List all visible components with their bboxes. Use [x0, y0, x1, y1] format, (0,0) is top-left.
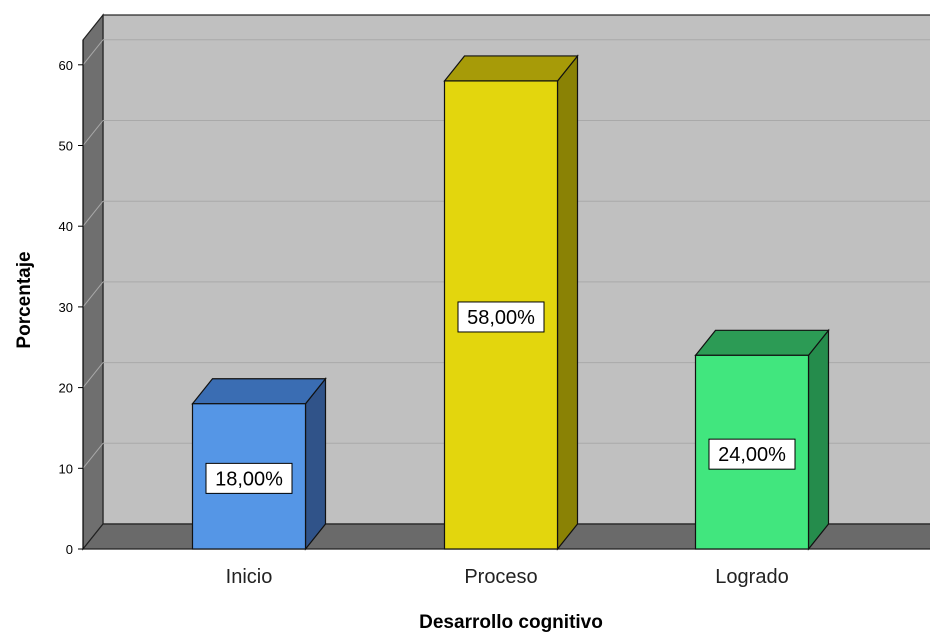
data-label: 18,00% [215, 468, 283, 490]
bar-top [443, 55, 579, 82]
gridline-side [82, 39, 104, 66]
y-tick-label: 10 [59, 461, 73, 476]
bar-side [807, 328, 830, 551]
x-axis-title: Desarrollo cognitivo [419, 612, 603, 633]
data-label-box [205, 462, 293, 494]
x-tick-label: Inicio [226, 566, 273, 588]
y-tick-label: 0 [66, 542, 73, 557]
data-label-box [457, 301, 545, 333]
axes: 0 10 20 30 40 50 60 [59, 40, 84, 557]
y-tick-label: 40 [59, 219, 73, 234]
bar-top [694, 329, 830, 356]
bar-top [191, 378, 327, 405]
y-tick-label: 30 [59, 300, 73, 315]
x-tick-label: Proceso [464, 566, 537, 588]
labels: 18,00% Inicio 58,00% Proceso 24,00% Logrado [205, 301, 796, 588]
y-tick-label: 50 [59, 139, 73, 154]
gridline-side [82, 200, 104, 227]
y-tick-label: 20 [59, 381, 73, 396]
data-label: 58,00% [467, 307, 535, 329]
data-label-box [708, 438, 796, 470]
bar-side [304, 377, 327, 551]
left-wall [82, 13, 104, 551]
gridline-side [82, 120, 104, 146]
y-tick-label: 60 [59, 58, 73, 73]
gridline-side [82, 281, 104, 308]
bar-side [556, 54, 579, 551]
gridline-side [82, 442, 104, 469]
data-label: 24,00% [718, 444, 786, 466]
gridline-side [82, 362, 104, 388]
x-tick-label: Logrado [715, 566, 788, 588]
y-axis-title: Porcentaje [14, 251, 35, 348]
